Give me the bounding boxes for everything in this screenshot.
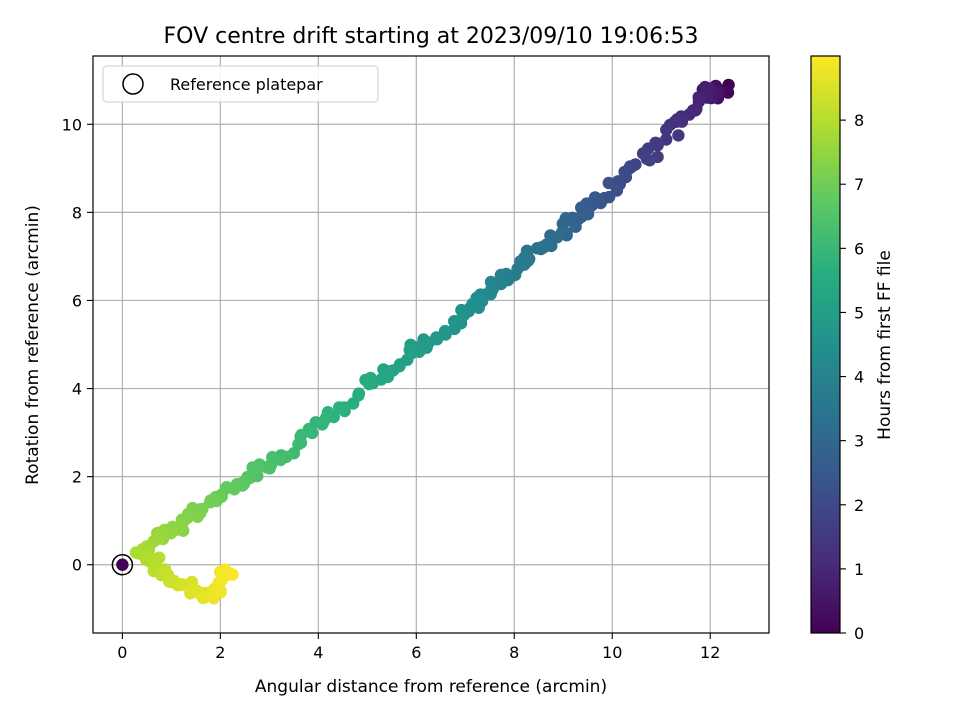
data-point — [455, 303, 468, 317]
data-point — [551, 231, 564, 244]
y-tick-label: 10 — [62, 115, 82, 134]
colorbar-label: Hours from first FF file — [875, 250, 895, 440]
data-point — [266, 450, 279, 464]
y-tick-label: 0 — [72, 556, 82, 575]
data-point — [306, 426, 319, 440]
data-point — [316, 418, 329, 431]
x-tick-label: 4 — [313, 643, 323, 662]
colorbar-tick-label: 0 — [854, 624, 864, 643]
data-point — [448, 315, 461, 328]
reference-point-ring — [111, 553, 134, 576]
data-point — [333, 401, 346, 414]
grid-lines — [93, 56, 769, 633]
data-point — [363, 377, 376, 391]
data-point — [611, 175, 625, 188]
legend: Reference platepar — [102, 65, 379, 103]
x-axis-label: Angular distance from reference (arcmin) — [255, 677, 607, 697]
y-tick-label: 8 — [72, 203, 82, 222]
colorbar-tick-label: 1 — [854, 560, 864, 579]
colorbar-ticks: 0 1 2 3 4 5 6 7 8 — [840, 111, 864, 643]
legend-label: Reference platepar — [170, 75, 323, 94]
data-point — [150, 532, 164, 546]
colorbar-tick-label: 5 — [854, 303, 864, 322]
colorbar: 0 1 2 3 4 5 6 7 8 Hours from first FF file — [810, 55, 895, 643]
data-point — [672, 129, 685, 142]
data-point — [175, 521, 189, 534]
legend-marker-icon — [122, 73, 144, 95]
data-point — [438, 324, 452, 338]
y-axis-ticks: 0 2 4 6 8 10 — [62, 115, 93, 575]
data-point — [640, 152, 654, 166]
data-point — [164, 575, 177, 589]
x-tick-label: 2 — [215, 643, 225, 662]
data-point — [250, 462, 264, 475]
data-point — [140, 549, 153, 562]
data-point — [191, 510, 204, 523]
colorbar-tick-label: 6 — [854, 239, 864, 258]
data-point — [260, 461, 273, 474]
x-tick-label: 6 — [411, 643, 421, 662]
colorbar-tick-label: 8 — [854, 111, 864, 130]
data-point — [702, 82, 715, 95]
x-tick-label: 10 — [602, 643, 622, 662]
chart-title: FOV centre drift starting at 2023/09/10 … — [164, 24, 699, 49]
x-axis-ticks: 0 2 4 6 8 10 12 — [117, 633, 720, 662]
data-point — [206, 494, 220, 508]
scatter-points — [129, 78, 735, 605]
plot-frame — [92, 55, 770, 634]
data-point — [569, 220, 582, 233]
data-point — [694, 91, 708, 104]
y-tick-label: 6 — [72, 291, 82, 310]
data-point — [602, 176, 615, 190]
colorbar-gradient — [810, 55, 841, 634]
data-point — [534, 242, 548, 256]
x-tick-label: 0 — [117, 643, 127, 662]
colorbar-tick-label: 4 — [854, 368, 864, 387]
colorbar-tick-label: 7 — [854, 175, 864, 194]
data-point — [129, 546, 143, 559]
x-tick-label: 12 — [700, 643, 720, 662]
reference-marker — [111, 553, 134, 576]
y-tick-label: 4 — [72, 380, 82, 399]
data-point — [223, 567, 237, 580]
colorbar-tick-label: 3 — [854, 432, 864, 451]
y-axis-label: Rotation from reference (arcmin) — [23, 205, 43, 485]
data-point — [651, 137, 664, 150]
colorbar-tick-label: 2 — [854, 496, 864, 515]
x-tick-label: 8 — [509, 643, 519, 662]
reference-point-fill — [116, 558, 129, 571]
y-tick-label: 2 — [72, 468, 82, 487]
data-point — [660, 123, 673, 136]
data-point — [164, 527, 178, 540]
legend-box — [102, 65, 379, 103]
